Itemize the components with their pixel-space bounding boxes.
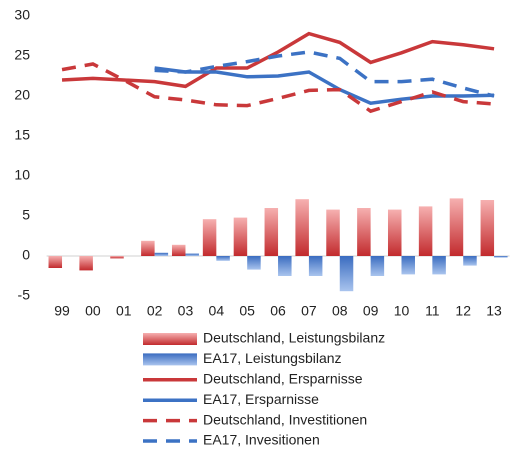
- x-tick-label: 00: [85, 303, 101, 319]
- x-tick-label: 06: [270, 303, 286, 319]
- bar: [357, 208, 371, 256]
- x-tick-label: 04: [209, 303, 225, 319]
- bar: [387, 209, 402, 256]
- bar: [202, 219, 217, 256]
- bar: [308, 256, 323, 276]
- bar: [494, 256, 508, 258]
- bar: [432, 256, 446, 275]
- legend-label: Deutschland, Investitionen: [203, 411, 367, 427]
- bar: [418, 206, 433, 256]
- x-tick-label: 13: [486, 303, 502, 319]
- legend-label: EA17, Invesitionen: [203, 432, 320, 448]
- x-tick-label: 08: [332, 303, 348, 319]
- legend-swatch: [143, 333, 197, 345]
- x-tick-label: 07: [301, 303, 317, 319]
- x-tick-label: 09: [363, 303, 379, 319]
- line: [61, 62, 495, 114]
- bar: [401, 256, 415, 275]
- bar: [370, 256, 385, 276]
- y-tick-label: 10: [14, 167, 30, 183]
- y-tick-label: -5: [18, 287, 31, 303]
- legend-label: EA17, Leistungsbilanz: [203, 350, 342, 366]
- bar: [339, 256, 354, 292]
- y-tick-label: 15: [14, 127, 30, 143]
- y-tick-label: 5: [22, 207, 30, 223]
- y-tick-label: 20: [14, 87, 30, 103]
- bar: [110, 256, 124, 259]
- x-tick-label: 12: [455, 303, 471, 319]
- legend-label: EA17, Ersparnisse: [203, 391, 319, 407]
- bar: [154, 252, 169, 256]
- x-tick-label: 05: [239, 303, 255, 319]
- bar: [233, 217, 248, 256]
- line: [154, 50, 495, 98]
- legend-label: Deutschland, Ersparnisse: [203, 371, 363, 387]
- legend-label: Deutschland, Leistungsbilanz: [203, 330, 385, 346]
- legend-swatch: [143, 353, 197, 366]
- bar: [185, 253, 199, 256]
- x-tick-label: 99: [54, 303, 70, 319]
- bar: [171, 244, 186, 256]
- bar: [480, 200, 495, 256]
- bar: [216, 256, 230, 261]
- x-tick-label: 10: [394, 303, 410, 319]
- bar: [79, 256, 93, 271]
- y-tick-label: 30: [14, 7, 30, 23]
- bar: [264, 208, 279, 256]
- y-tick-label: 25: [14, 47, 30, 63]
- bar: [141, 240, 155, 256]
- bar: [295, 199, 309, 256]
- bar: [326, 209, 340, 256]
- line: [154, 66, 495, 105]
- bar: [247, 256, 261, 270]
- y-tick-label: 0: [22, 247, 30, 263]
- x-tick-label: 03: [178, 303, 194, 319]
- bar: [463, 256, 477, 266]
- line: [61, 31, 495, 89]
- bar: [278, 256, 292, 276]
- x-tick-label: 02: [147, 303, 163, 319]
- x-tick-label: 11: [425, 303, 440, 319]
- bar: [48, 256, 63, 268]
- x-tick-label: 01: [116, 303, 132, 319]
- bar: [449, 198, 464, 256]
